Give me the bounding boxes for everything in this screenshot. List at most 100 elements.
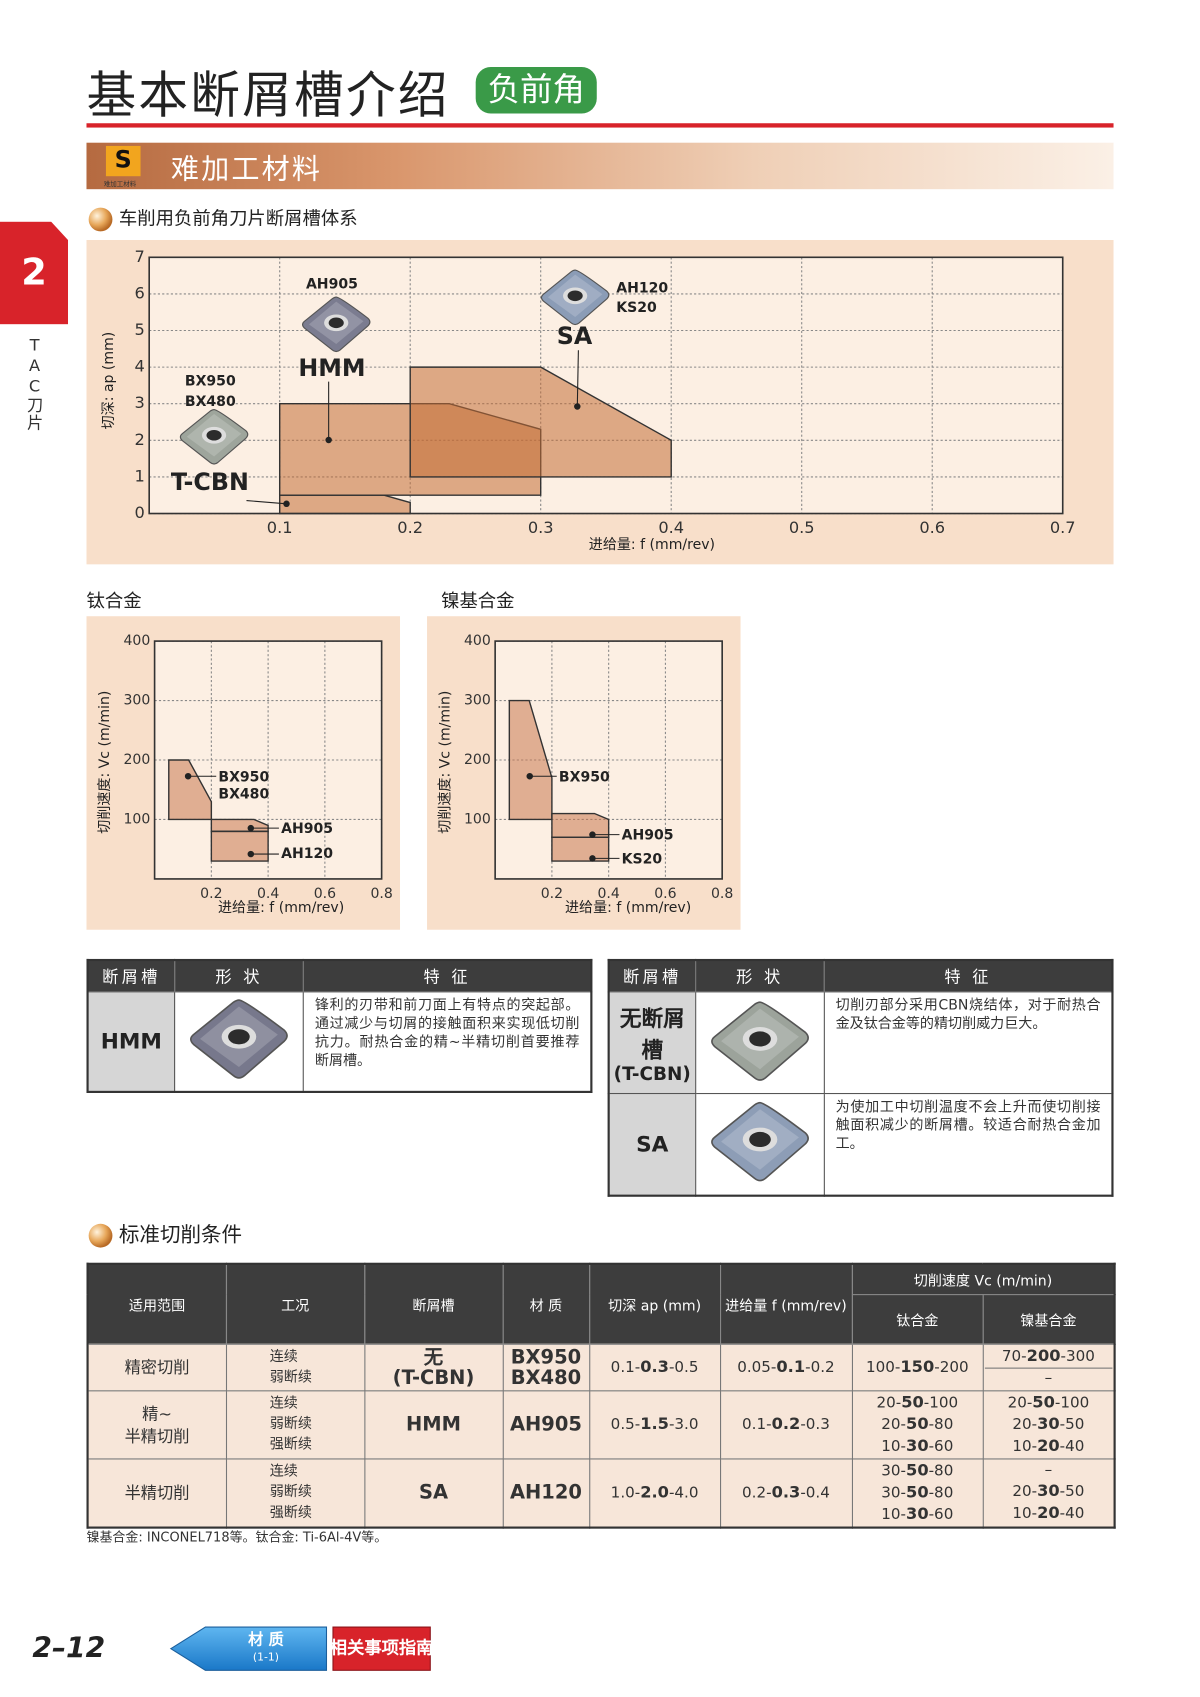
x-tick-label: 0.4 — [597, 886, 619, 902]
title-badge: 负前角 — [475, 67, 597, 114]
condition-cell: 连续 弱断续 强断续 — [225, 1389, 365, 1459]
range: 20-30-50 — [984, 1414, 1112, 1436]
scope-cell: 精密切削 — [87, 1343, 227, 1391]
range-part: -60 — [928, 1437, 954, 1455]
x-tick-label: 0.8 — [370, 886, 392, 902]
grade-cell: AH905 — [502, 1389, 590, 1459]
y-tick-label: 5 — [135, 320, 145, 339]
plot-frame — [494, 640, 723, 880]
grade-label: AH120 — [616, 281, 668, 297]
y-axis-label: 切深: ap (mm) — [101, 332, 117, 430]
cell-line: 连续 — [269, 1348, 298, 1365]
range-part: 0.1- — [610, 1358, 641, 1376]
groove-cell: 无断屑槽 (T-CBN) — [608, 991, 696, 1095]
groove-cell: SA — [608, 1092, 696, 1196]
range-part: -50 — [1059, 1415, 1085, 1433]
y-axis-label: 切削速度: Vc (m/min) — [97, 691, 113, 834]
feed-cell: 0.05-0.1-0.2 — [719, 1343, 853, 1391]
range-part: -0.2 — [805, 1358, 835, 1376]
chart-title: 钛合金 — [86, 591, 141, 612]
insert-photo — [710, 1000, 809, 1081]
x-axis-label: 进给量: f (mm/rev) — [589, 537, 715, 553]
range: 0.1-0.2-0.3 — [722, 1414, 851, 1436]
range: 20-50-100 — [984, 1392, 1112, 1414]
leader-dot — [283, 500, 290, 508]
y-tick-label: 4 — [135, 357, 145, 376]
cell-line: BX480 — [510, 1365, 582, 1389]
x-tick-label: 0.6 — [919, 518, 945, 537]
table-note: 镍基合金: INCONEL718等。钛合金: Ti-6Al-4V等。 — [86, 1529, 388, 1545]
header-cell: 镍基合金 — [982, 1293, 1116, 1345]
cell-line: 半精切削 — [124, 1426, 190, 1446]
range-part: 0.3 — [771, 1481, 801, 1502]
range-part: 20- — [876, 1394, 902, 1412]
range-part: 10- — [1012, 1504, 1038, 1523]
leader-dot — [325, 436, 332, 444]
y-tick-label: 2 — [135, 430, 145, 449]
nav-sub: (1-1) — [253, 1650, 279, 1663]
cell-line: 弱断续 — [269, 1369, 312, 1386]
range-part: 50 — [906, 1413, 929, 1433]
x-tick-label: 0.1 — [267, 518, 293, 537]
x-tick-label: 0.4 — [658, 518, 684, 537]
cell-line: 强断续 — [269, 1436, 312, 1453]
groove-cell: HMM — [363, 1389, 504, 1459]
x-tick-label: 0.5 — [789, 518, 815, 537]
grade-label: BX480 — [218, 787, 269, 803]
section-title: 难加工材料 — [170, 153, 323, 186]
cell-line: AH120 — [509, 1481, 582, 1504]
range: 20-50-100 — [854, 1392, 982, 1414]
region — [210, 818, 269, 833]
range-part: -40 — [1059, 1437, 1085, 1455]
x-tick-label: 0.7 — [1050, 518, 1076, 537]
heading-bullet — [88, 207, 113, 232]
grade-label: KS20 — [616, 300, 657, 316]
chart-title: 车削用负前角刀片断屑槽体系 — [119, 208, 358, 229]
range-part: -40 — [1059, 1504, 1085, 1523]
speed-cell: 70-200-300– — [982, 1343, 1116, 1391]
region — [409, 366, 672, 478]
grade-label: AH905 — [622, 828, 674, 844]
side-tab: 2 — [0, 221, 69, 325]
page-number: 2–12 — [32, 1632, 106, 1665]
range-part: 20 — [1037, 1502, 1060, 1523]
speed-cell: 20-50-100 20-50-80 10-30-60 — [851, 1389, 984, 1459]
range: 20-30-50 — [984, 1481, 1112, 1503]
feed-cell: 0.1-0.2-0.3 — [719, 1389, 853, 1459]
y-tick-label: 6 — [135, 283, 145, 302]
range: 100-150-200 — [854, 1356, 982, 1378]
cell-line: (T-CBN) — [392, 1365, 475, 1389]
range-part: -0.5 — [668, 1358, 699, 1376]
page-title: 基本断屑槽介绍 — [86, 65, 450, 125]
section-icon: S — [105, 145, 141, 177]
x-axis-label: 进给量: f (mm/rev) — [565, 900, 691, 916]
groove-name: (T-CBN) — [613, 1063, 691, 1085]
y-axis-label: 切削速度: Vc (m/min) — [437, 691, 453, 834]
x-tick-label: 0.2 — [397, 518, 423, 537]
range-part: 50 — [1032, 1391, 1055, 1412]
range-part: 0.3 — [640, 1356, 669, 1376]
range-part: 30 — [1037, 1481, 1060, 1501]
x-tick-label: 0.2 — [200, 886, 222, 902]
groove-name: HMM — [298, 354, 365, 382]
header-row: 钛合金 镍基合金 — [88, 1293, 1116, 1345]
section-bar: S 难加工材料 难加工材料 — [86, 142, 1114, 190]
grade-label: BX950 — [559, 769, 610, 785]
header-cell: 切削速度 Vc (m/min) — [851, 1263, 1116, 1295]
insert-image — [190, 999, 288, 1079]
header-cell: 形 状 — [174, 959, 305, 993]
depth-cell: 0.1-0.3-0.5 — [588, 1343, 721, 1391]
depth-cell: 1.0-2.0-4.0 — [588, 1457, 721, 1528]
cell-line: 半精切削 — [124, 1483, 190, 1503]
range-part: 50 — [906, 1460, 929, 1480]
y-tick-label: 200 — [123, 752, 150, 768]
header-cell: 断屑槽 — [363, 1263, 504, 1345]
grade-label: BX950 — [218, 769, 269, 785]
groove-name: SA — [636, 1131, 669, 1158]
cell-line: 连续 — [269, 1463, 298, 1481]
leader-dot — [184, 772, 192, 780]
leader-line — [576, 350, 579, 407]
range-part: -80 — [928, 1415, 954, 1433]
